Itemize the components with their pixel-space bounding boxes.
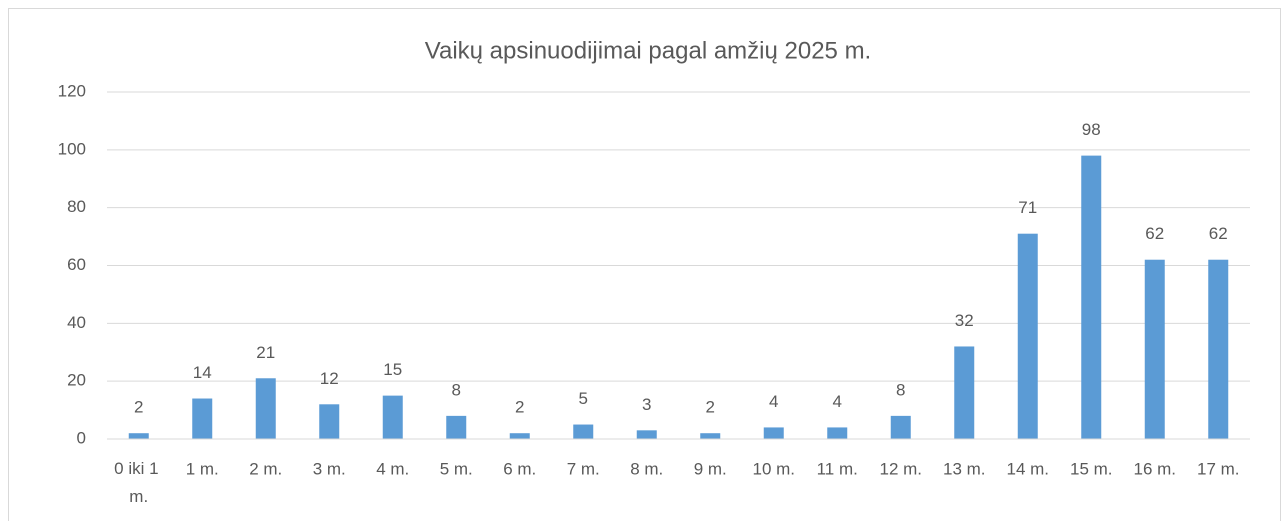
data-label: 8 (896, 380, 905, 399)
x-tick-label: 8 m. (630, 459, 663, 478)
data-label: 62 (1145, 224, 1164, 243)
data-label: 4 (769, 392, 778, 411)
bar (255, 378, 276, 439)
bar (573, 424, 594, 439)
bar (763, 427, 784, 439)
x-tick-label: 14 m. (1006, 459, 1049, 478)
x-tick-label: 11 m. (817, 459, 858, 478)
x-tick-label: 17 m. (1197, 459, 1240, 478)
x-tick-label: 0 iki 1 m. (114, 459, 163, 506)
bar (128, 433, 149, 439)
data-label: 12 (320, 369, 339, 388)
y-tick-label: 120 (58, 81, 86, 100)
x-tick-label: 4 m. (376, 459, 409, 478)
data-label: 4 (833, 392, 842, 411)
y-tick-label: 100 (58, 139, 86, 158)
y-tick-label: 80 (67, 197, 86, 216)
bar (1017, 233, 1038, 439)
bar (636, 430, 657, 439)
y-tick-label: 0 (77, 428, 86, 447)
data-label: 2 (515, 398, 524, 417)
data-label: 32 (955, 311, 974, 330)
bar (890, 415, 911, 439)
data-label: 2 (134, 398, 143, 417)
bar (382, 395, 403, 439)
x-tick-label: 13 m. (943, 459, 986, 478)
data-label: 8 (452, 380, 461, 399)
x-tick-label: 15 m. (1070, 459, 1113, 478)
bar (954, 346, 975, 439)
bar (319, 404, 340, 439)
y-tick-label: 20 (67, 371, 86, 390)
x-tick-label: 3 m. (313, 459, 346, 478)
x-tick-label: 9 m. (694, 459, 727, 478)
data-label: 15 (383, 360, 402, 379)
data-label: 21 (256, 343, 275, 362)
bar (446, 415, 467, 439)
x-tick-label: 16 m. (1133, 459, 1176, 478)
bar (1144, 259, 1165, 439)
bar (700, 433, 721, 439)
x-tick-label: 6 m. (503, 459, 536, 478)
data-label: 14 (193, 363, 212, 382)
x-tick-label: 2 m. (249, 459, 282, 478)
x-tick-label: 12 m. (879, 459, 922, 478)
y-tick-label: 60 (67, 255, 86, 274)
bar (1081, 155, 1102, 439)
bar (509, 433, 530, 439)
x-tick-label: 10 m. (752, 459, 795, 478)
x-tick-label: 5 m. (440, 459, 473, 478)
bar (192, 398, 213, 439)
y-tick-label: 40 (67, 313, 86, 332)
data-label: 3 (642, 395, 651, 414)
data-label: 71 (1018, 198, 1037, 217)
bar (1208, 259, 1229, 439)
data-label: 2 (706, 398, 715, 417)
x-tick-label: 1 m. (186, 459, 219, 478)
data-label: 62 (1209, 224, 1228, 243)
data-label: 98 (1082, 120, 1101, 139)
x-tick-label: 7 m. (567, 459, 600, 478)
bar (827, 427, 848, 439)
chart-title: Vaikų apsinuodijimai pagal amžių 2025 m. (425, 37, 871, 64)
data-label: 5 (579, 389, 588, 408)
